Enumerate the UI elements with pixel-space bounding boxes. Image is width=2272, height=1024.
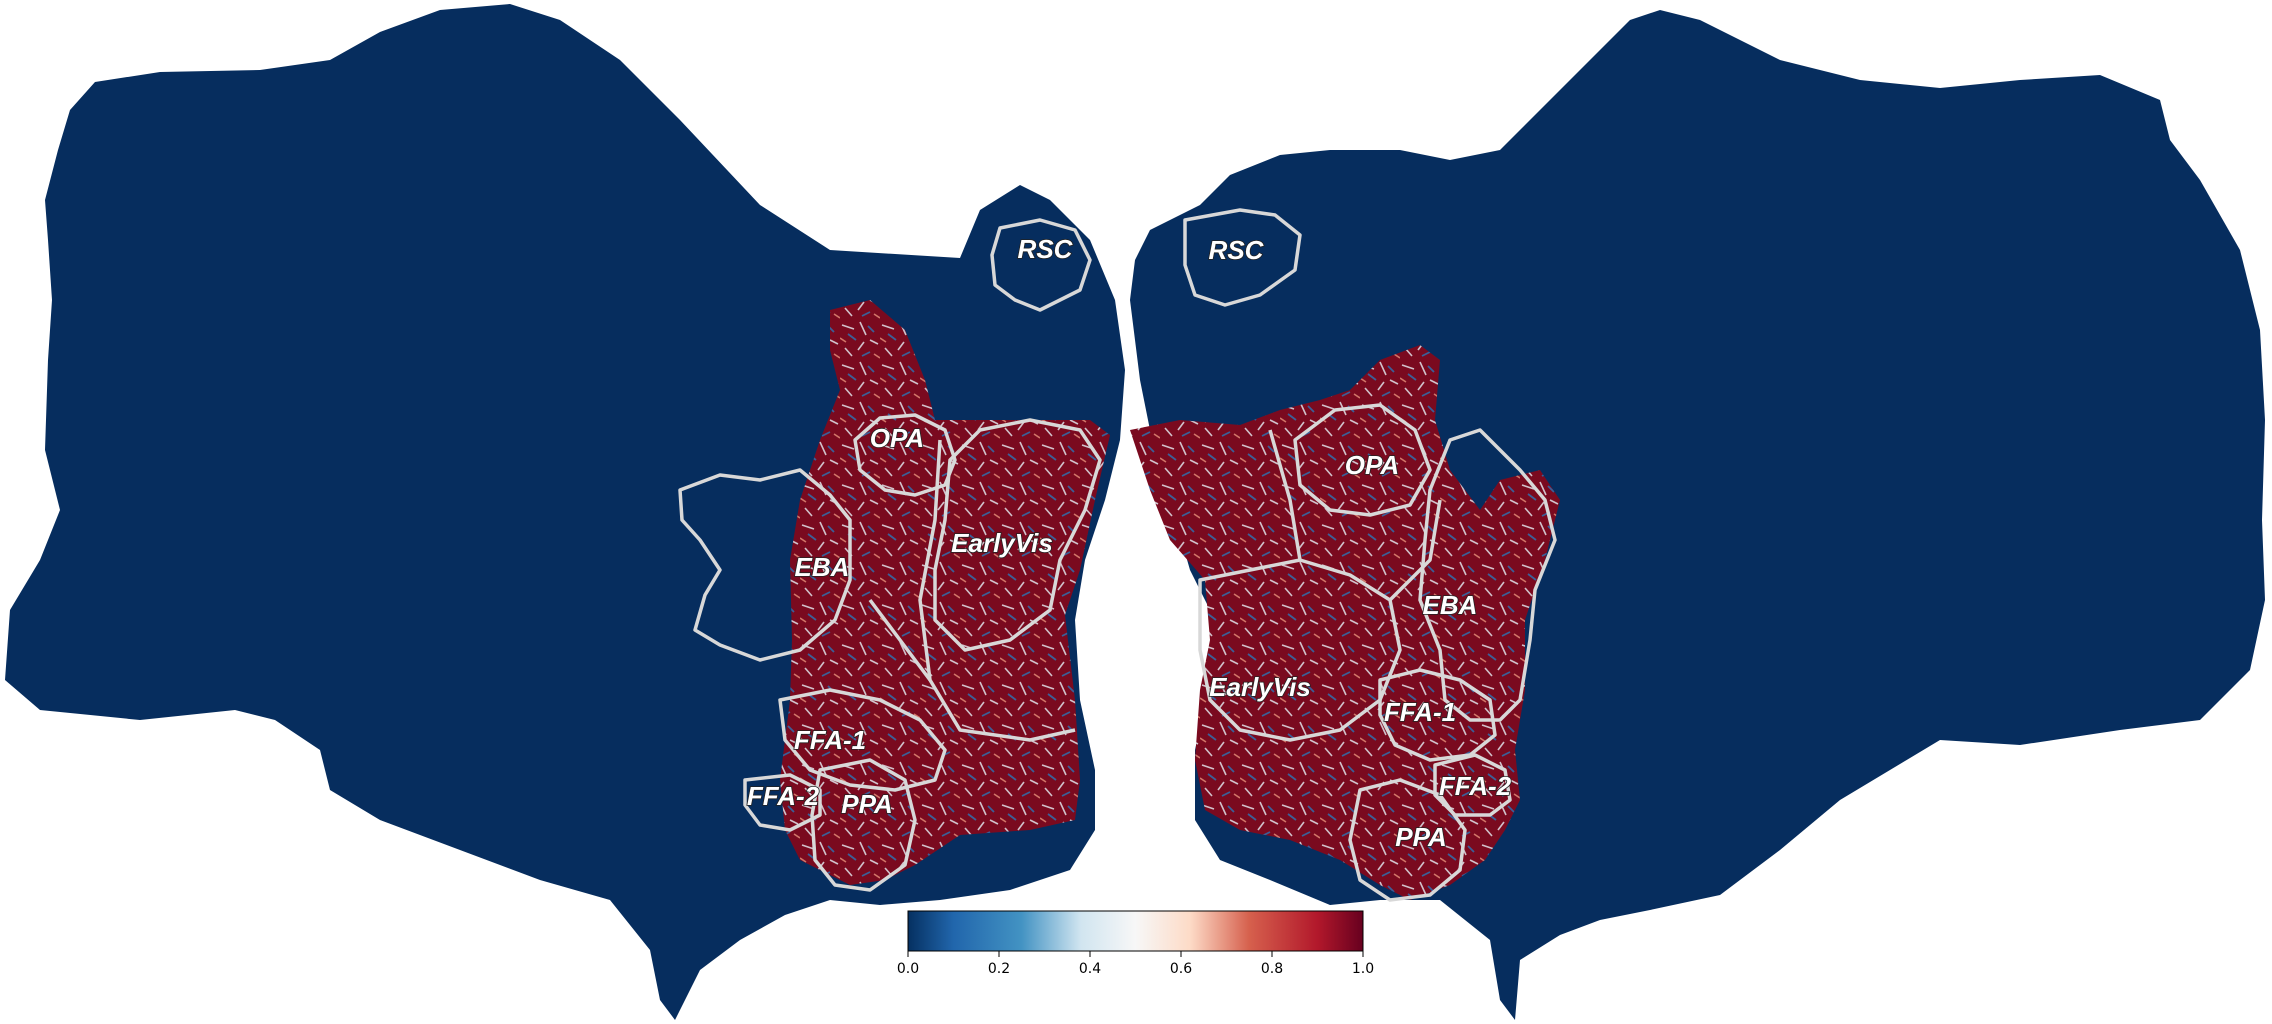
colorbar-tick-label-5: 1.0 bbox=[1352, 961, 1374, 977]
lh-rsc-outline bbox=[990, 218, 1092, 312]
lh-label-ppa: PPA bbox=[841, 789, 893, 819]
colorbar-gradient bbox=[907, 910, 1364, 952]
right-hemisphere: RSC OPA EBA EarlyVis FFA-1 FFA-2 PPA bbox=[1130, 10, 2265, 1020]
rh-label-ffa1: FFA-1 bbox=[1384, 697, 1456, 727]
colorbar-tick-label-2: 0.4 bbox=[1079, 961, 1101, 977]
rh-ffa1-outline bbox=[1378, 668, 1497, 762]
lh-ffa1-outline bbox=[778, 688, 947, 792]
lh-earlyvis-outline bbox=[933, 418, 1102, 652]
rh-label-ffa2: FFA-2 bbox=[1439, 771, 1512, 801]
left-hemisphere: RSC OPA EBA EarlyVis FFA-1 FFA-2 PPA bbox=[5, 4, 1125, 1020]
colorbar-tick-label-4: 0.8 bbox=[1261, 961, 1283, 977]
rh-label-opa: OPA bbox=[1345, 450, 1399, 480]
lh-label-ffa1: FFA-1 bbox=[794, 725, 866, 755]
lh-eba-outline bbox=[678, 468, 852, 662]
colorbar-ticks: 0.0 0.2 0.4 0.6 0.8 1.0 bbox=[897, 951, 1374, 977]
rh-label-earlyvis: EarlyVis bbox=[1209, 672, 1311, 702]
lh-label-rsc: RSC bbox=[1018, 234, 1074, 264]
rh-rsc-outline bbox=[1183, 208, 1302, 307]
colorbar-tick-label-0: 0.0 bbox=[897, 961, 919, 977]
rh-label-ppa: PPA bbox=[1395, 822, 1447, 852]
lh-label-opa: OPA bbox=[870, 423, 924, 453]
lh-label-eba: EBA bbox=[795, 552, 850, 582]
lh-label-earlyvis: EarlyVis bbox=[951, 528, 1053, 558]
rh-label-rsc: RSC bbox=[1209, 235, 1265, 265]
rh-opa-outline bbox=[1293, 403, 1432, 517]
rh-eba-outline bbox=[1418, 428, 1557, 722]
rh-label-eba: EBA bbox=[1423, 590, 1478, 620]
colorbar-tick-label-1: 0.2 bbox=[988, 961, 1010, 977]
colorbar-tick-label-3: 0.6 bbox=[1170, 961, 1192, 977]
lh-ffa2-outline bbox=[743, 773, 822, 832]
colorbar: 0.0 0.2 0.4 0.6 0.8 1.0 bbox=[897, 910, 1374, 977]
rh-boundary-2 bbox=[1388, 499, 1442, 602]
rh-ffa2-outline bbox=[1433, 753, 1512, 817]
lh-ppa-outline bbox=[810, 758, 917, 892]
lh-boundary-2 bbox=[868, 598, 932, 682]
lh-label-ffa2: FFA-2 bbox=[747, 781, 820, 811]
rh-boundary-1 bbox=[1268, 429, 1302, 561]
rh-ppa-outline bbox=[1348, 778, 1467, 902]
